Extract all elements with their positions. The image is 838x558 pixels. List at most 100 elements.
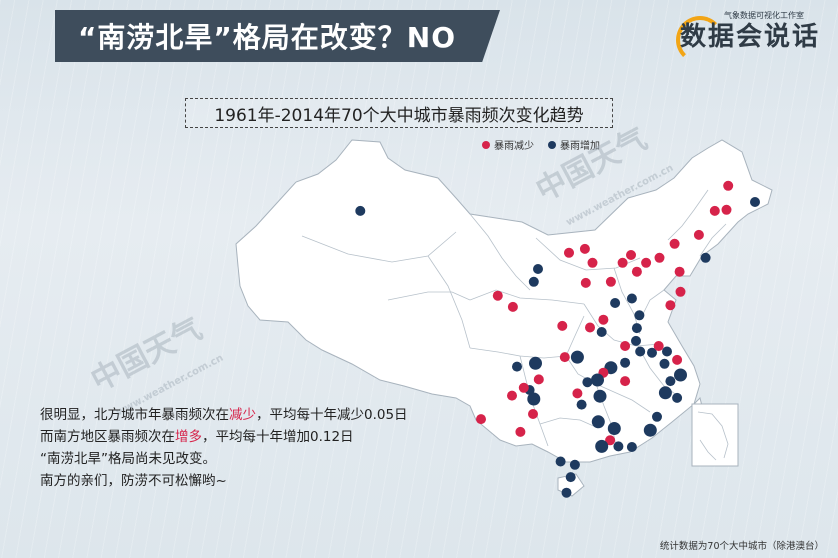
city-point-increase [561,487,572,498]
city-point-decrease [665,300,676,311]
city-point-increase [607,422,621,435]
note-line-3: “南涝北旱”格局尚未见改变。 [40,451,216,467]
city-point-decrease [641,257,652,268]
city-point-increase [529,356,542,370]
city-point-increase [652,411,662,422]
city-point-decrease [598,314,609,325]
city-point-decrease [721,204,732,215]
city-point-decrease [557,320,568,331]
city-point-increase [355,205,366,216]
city-point-increase [591,415,605,429]
note-l2-highlight: 增多 [175,429,202,445]
city-point-decrease [605,435,616,446]
city-point-increase [528,276,539,287]
city-point-increase [527,392,541,406]
city-point-decrease [723,180,734,191]
city-point-increase [643,423,657,437]
brand-subtitle: 气象数据可视化工作室 [724,11,804,20]
city-point-increase [593,389,607,403]
city-point-decrease [572,388,583,399]
city-point-increase [565,472,576,483]
city-point-increase [665,376,676,387]
city-point-increase [569,459,580,470]
city-point-decrease [579,243,590,254]
brand-name: 数据会说话 [679,22,820,52]
city-point-increase [555,456,566,467]
city-point-increase [533,264,543,274]
city-point-increase [595,439,609,453]
page-title: “南涝北旱”格局在改变？NO [78,21,457,54]
legend-decrease-label: 暴雨减少 [494,141,534,152]
city-point-increase [658,386,672,400]
summary-note: 很明显，北方城市年暴雨频次在减少，平均每十年减少0.05日 而南方地区暴雨频次在… [40,404,408,492]
city-point-decrease [669,238,680,249]
city-point-increase [647,347,657,358]
decrease-dot-icon [482,140,490,149]
city-point-decrease [492,290,503,301]
note-l1-highlight: 减少 [229,407,256,423]
map-title: 1961年-2014年70个大中城市暴雨频次变化趋势 [185,98,613,128]
city-point-increase [512,361,522,372]
south-china-sea-inset [691,403,739,467]
city-point-decrease [559,352,570,363]
city-point-increase [582,377,593,388]
city-point-increase [570,350,584,364]
city-point-decrease [605,276,616,287]
city-point-increase [662,346,672,357]
city-point-decrease [631,266,642,277]
note-l2-a: 而南方地区暴雨频次在 [40,429,175,445]
footer-note: 统计数据为70个大中城市（除港澳台） [659,541,824,552]
increase-dot-icon [548,140,556,149]
city-point-decrease [580,277,591,288]
note-line-1: 很明显，北方城市年暴雨频次在减少，平均每十年减少0.05日 [40,404,408,426]
city-point-increase [591,373,604,387]
city-point-decrease [617,257,628,268]
city-point-decrease [564,247,574,258]
city-point-decrease [585,322,595,333]
note-l1-a: 很明显，北方城市年暴雨频次在 [40,407,229,423]
city-point-decrease [507,390,517,401]
brand-logo: 气象数据可视化工作室 数据会说话 [676,6,826,66]
city-point-decrease [653,341,664,351]
city-point-increase [626,293,637,304]
city-point-decrease [518,382,529,393]
city-point-increase [659,358,670,369]
city-point-decrease [674,266,685,277]
city-point-increase [596,327,607,337]
city-point-decrease [620,376,631,387]
city-point-increase [631,323,642,334]
note-l1-c: ，平均每十年减少0.05日 [256,407,408,423]
city-point-decrease [515,426,526,437]
city-point-decrease [507,301,518,312]
note-l2-c: ，平均每十年增加0.12日 [202,429,354,445]
city-point-decrease [476,414,486,425]
brand-arc-icon [676,16,724,64]
city-point-decrease [626,250,636,260]
city-point-decrease [693,229,704,240]
city-point-decrease [528,409,538,419]
city-point-increase [613,441,624,452]
city-point-increase [626,442,637,452]
city-point-increase [620,357,631,368]
city-points [355,180,760,498]
map-legend: 暴雨减少 暴雨增加 [482,137,600,152]
city-point-decrease [587,257,598,268]
city-point-increase [672,392,683,403]
city-point-increase [610,298,621,308]
legend-increase: 暴雨增加 [548,137,600,152]
city-point-decrease [654,252,665,263]
city-point-decrease [672,354,683,365]
city-point-increase [631,335,641,346]
city-point-decrease [709,205,720,216]
legend-decrease: 暴雨减少 [482,137,534,152]
city-point-increase [635,346,646,357]
city-point-increase [576,399,587,410]
city-point-increase [700,252,711,263]
note-line-2: 而南方地区暴雨频次在增多，平均每十年增加0.12日 [40,426,408,448]
city-point-decrease [675,286,686,297]
city-point-increase [634,310,645,321]
note-line-4: 南方的亲们，防涝不可松懈哟~ [40,473,227,489]
city-point-increase [750,197,760,207]
